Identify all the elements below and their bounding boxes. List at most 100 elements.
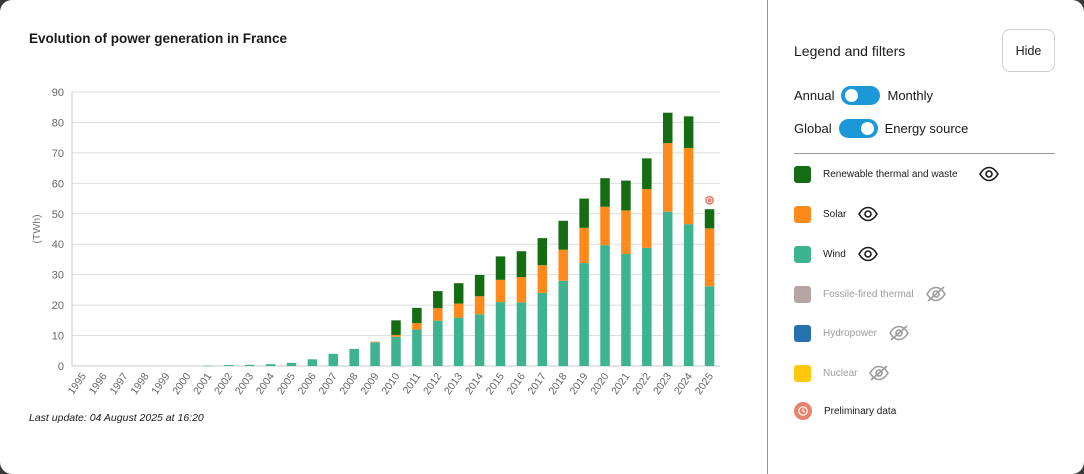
- bar-segment: [662, 143, 673, 212]
- global-label: Global: [794, 121, 832, 136]
- last-update: Last update: 04 August 2025 at 16:20: [29, 412, 204, 424]
- bar-segment: [516, 302, 527, 366]
- period-toggle-row: Annual Monthly: [794, 86, 933, 105]
- bar-segment: [495, 302, 506, 366]
- bar-segment: [704, 228, 715, 287]
- y-tick-label: 10: [52, 331, 64, 343]
- bar-segment: [558, 220, 568, 250]
- bar-segment: [474, 314, 485, 366]
- x-tick-label: 2022: [630, 371, 653, 397]
- bar-segment: [683, 116, 694, 149]
- legend-separator: [794, 153, 1055, 154]
- x-tick-label: 2023: [651, 371, 674, 397]
- legend-swatch: [794, 245, 811, 263]
- bar-segment: [391, 320, 401, 335]
- x-tick-label: 1995: [66, 371, 89, 397]
- legend-item[interactable]: Solar: [794, 204, 879, 224]
- bar-segment: [704, 209, 715, 229]
- bar-segment: [704, 286, 715, 366]
- bar-segment: [474, 274, 485, 297]
- bar-segment: [244, 364, 255, 366]
- bar-segment: [537, 292, 548, 366]
- x-tick-label: 2000: [170, 371, 193, 397]
- bar-segment: [662, 211, 673, 366]
- chart-title: Evolution of power generation in France: [29, 31, 288, 46]
- x-tick-label: 2024: [672, 371, 695, 397]
- legend-item[interactable]: Hydropower: [794, 323, 910, 343]
- monthly-label: Monthly: [887, 88, 934, 103]
- toggle-knob: [845, 89, 859, 102]
- y-tick-label: 20: [52, 300, 64, 312]
- bar-segment: [203, 365, 213, 367]
- legend-item[interactable]: Fossile-fired thermal: [794, 284, 947, 304]
- y-tick-label: 50: [52, 209, 64, 221]
- x-tick-label: 2004: [254, 371, 277, 397]
- x-tick-label: 2015: [484, 371, 507, 397]
- toggle-knob: [860, 122, 874, 135]
- legend-item[interactable]: Nuclear: [794, 363, 890, 383]
- eye-off-icon[interactable]: [925, 286, 947, 302]
- bar-segment: [286, 362, 297, 366]
- hide-button[interactable]: Hide: [1002, 29, 1055, 72]
- x-tick-label: 2013: [442, 371, 465, 397]
- preliminary-marker-ring: [706, 197, 713, 204]
- legend-label: Wind: [823, 248, 846, 260]
- y-tick-label: 60: [52, 178, 64, 190]
- bar-segment: [558, 280, 568, 366]
- bar-segment: [265, 364, 276, 366]
- bar-segment: [433, 308, 443, 321]
- bar-segment: [474, 296, 485, 315]
- bar-segment: [642, 247, 652, 366]
- grouping-toggle-row: Global Energy source: [794, 119, 968, 138]
- x-tick-label: 2016: [505, 371, 528, 397]
- legend-swatch: [794, 165, 811, 183]
- eye-off-icon[interactable]: [888, 325, 910, 341]
- y-tick-label: 70: [52, 148, 64, 160]
- legend-item[interactable]: Wind: [794, 244, 879, 264]
- energy-source-label: Energy source: [884, 121, 969, 136]
- x-tick-label: 2005: [275, 371, 298, 397]
- bar-segment: [391, 334, 401, 337]
- bar-segment: [453, 303, 464, 318]
- x-tick-label: 2002: [212, 371, 235, 397]
- x-tick-label: 2001: [191, 371, 214, 397]
- y-tick-label: 30: [52, 270, 64, 282]
- eye-icon[interactable]: [978, 166, 1000, 182]
- legend-preliminary: Preliminary data: [794, 401, 896, 421]
- x-tick-label: 2011: [401, 371, 424, 397]
- bar-segment: [433, 291, 443, 309]
- bar-segment: [662, 112, 673, 144]
- eye-off-icon[interactable]: [868, 365, 890, 381]
- annual-label: Annual: [794, 88, 835, 103]
- bar-segment: [412, 323, 422, 330]
- bar-segment: [579, 263, 589, 366]
- power-generation-chart: 0 10 20 30 40 50 60 70 80 90 (TWh) 1995199619971998…: [31, 87, 720, 397]
- global-source-toggle[interactable]: [838, 119, 878, 138]
- legend-title: Legend and filters: [794, 43, 906, 59]
- legend-swatch: [794, 205, 811, 223]
- annual-monthly-toggle[interactable]: [841, 86, 881, 105]
- bar-segment: [537, 265, 548, 293]
- bar-segment: [600, 178, 610, 207]
- preliminary-icon: [794, 402, 812, 420]
- eye-icon[interactable]: [857, 246, 879, 262]
- bar-segment: [495, 256, 506, 280]
- bar-segment: [621, 210, 631, 254]
- x-tick-label: 2025: [693, 371, 716, 397]
- x-tick-label: 2019: [567, 371, 590, 397]
- bar-segment: [558, 249, 568, 281]
- bar-segment: [642, 189, 652, 248]
- bar-segment: [621, 180, 631, 211]
- bar-segment: [683, 224, 694, 366]
- bar-segment: [642, 158, 652, 190]
- bar-segment: [433, 320, 443, 366]
- legend-item[interactable]: Renewable thermal and waste: [794, 164, 1000, 184]
- bar-segment: [579, 227, 589, 264]
- legend-swatch: [794, 324, 811, 342]
- bar-segment: [579, 198, 589, 228]
- y-axis-label: (TWh): [31, 214, 43, 243]
- eye-icon[interactable]: [857, 206, 879, 222]
- x-tick-label: 2009: [358, 371, 381, 397]
- legend-panel: Legend and filters Hide Annual Monthly G…: [768, 0, 1084, 474]
- preliminary-label: Preliminary data: [824, 405, 897, 417]
